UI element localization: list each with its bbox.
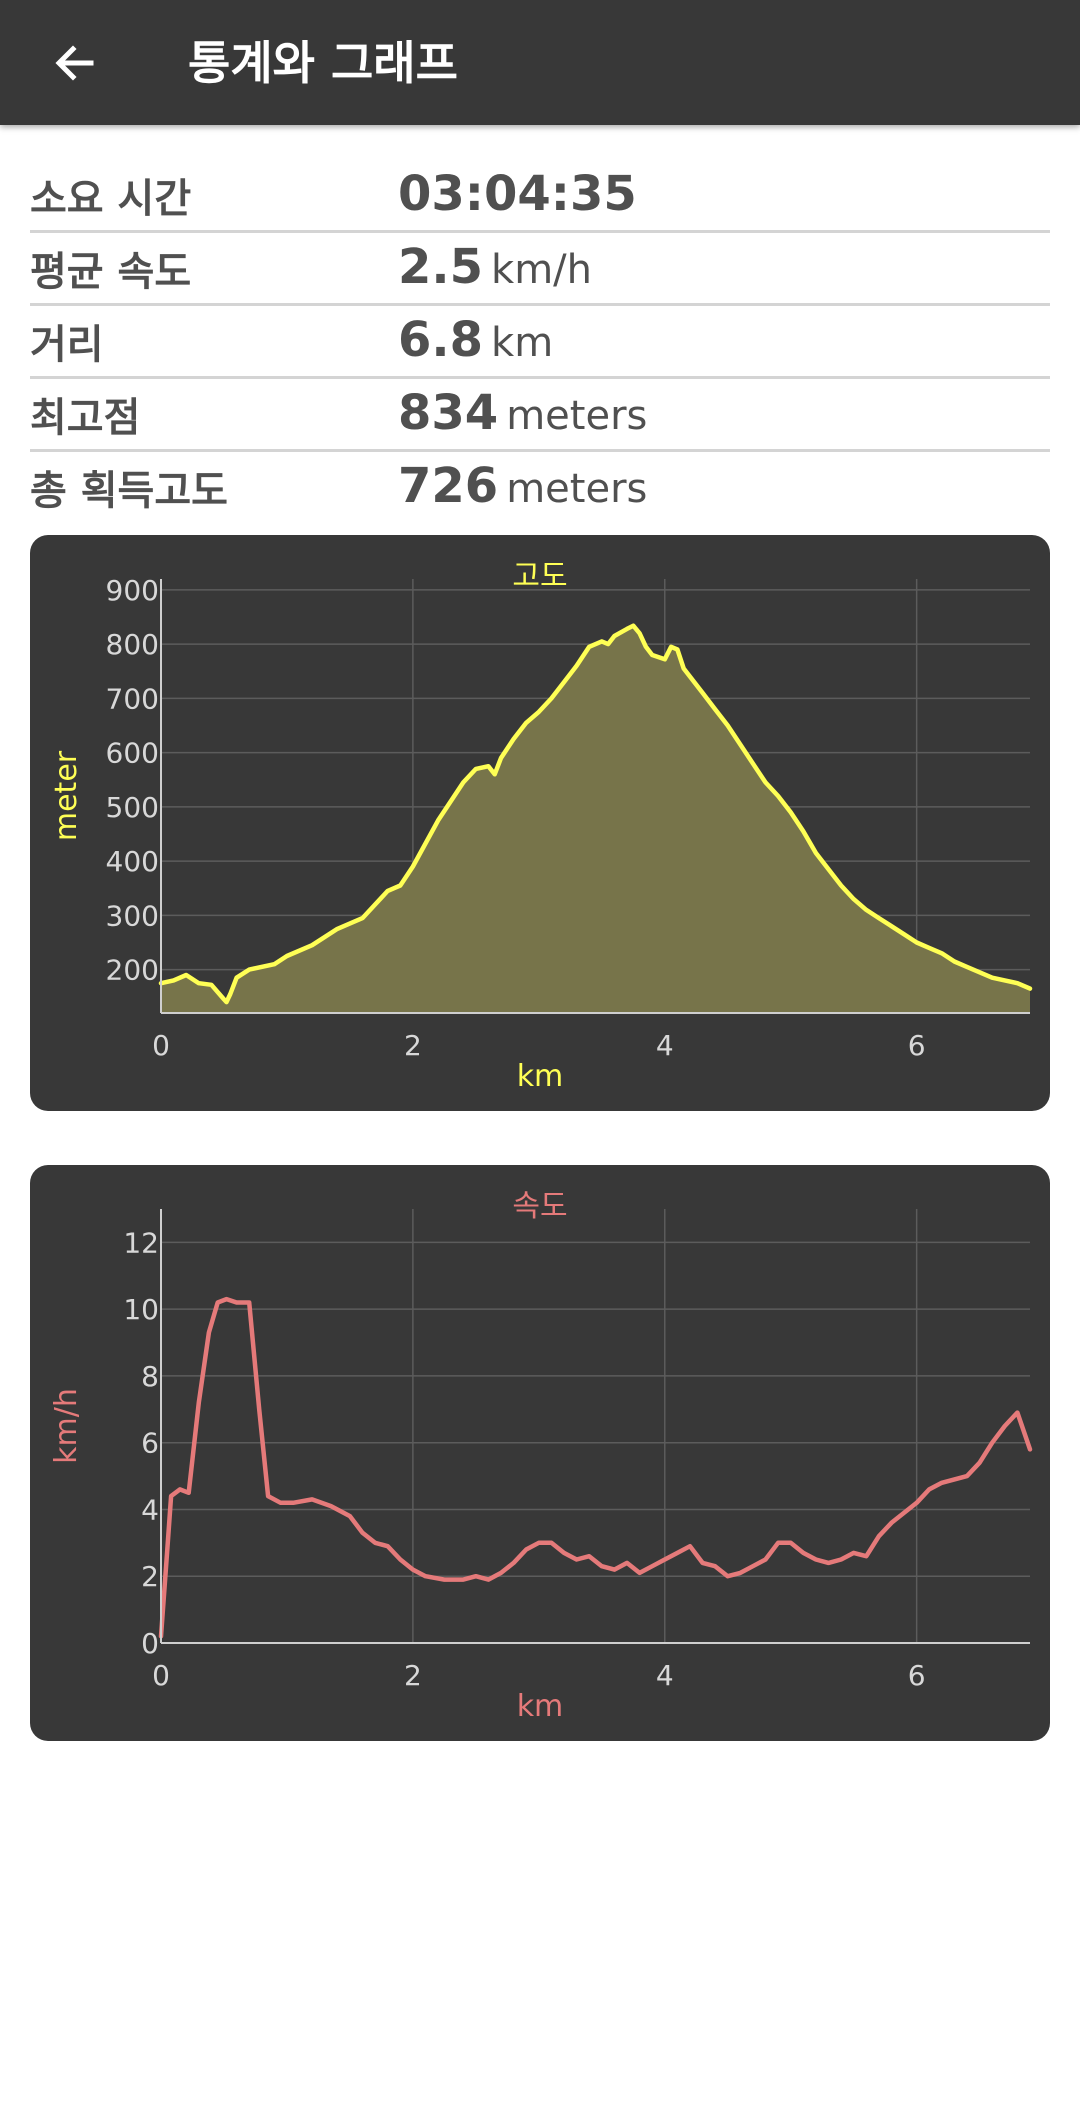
stat-unit: meters <box>506 466 648 512</box>
x-tick-label: 0 <box>152 1029 170 1062</box>
y-tick-label: 700 <box>106 682 159 715</box>
stat-row-elevation-gain: 총 획득고도 726 meters <box>30 452 1050 522</box>
stat-row-duration: 소요 시간 03:04:35 <box>30 160 1050 233</box>
stat-label: 최고점 <box>30 395 141 441</box>
x-tick-label: 6 <box>908 1659 926 1692</box>
x-tick-label: 0 <box>152 1659 170 1692</box>
x-tick-label: 4 <box>656 1659 674 1692</box>
y-tick-label: 10 <box>123 1293 159 1326</box>
stat-value: 834 meters <box>398 385 647 441</box>
y-tick-label: 8 <box>141 1360 159 1393</box>
stat-value: 726 meters <box>398 458 647 514</box>
y-tick-label: 200 <box>106 954 159 987</box>
speed-chart: 0 2 4 6 8 10 12 0 2 4 6 속도 km km/h <box>49 1189 1033 1724</box>
stat-unit: km/h <box>491 247 592 293</box>
series-line <box>158 623 1033 1005</box>
stat-number: 03:04:35 <box>398 166 637 222</box>
stat-unit: meters <box>506 393 648 439</box>
stat-row-distance: 거리 6.8 km <box>30 306 1050 379</box>
y-tick-label: 800 <box>106 628 159 661</box>
x-axis-title: km <box>517 1689 564 1724</box>
stat-label: 소요 시간 <box>30 176 192 222</box>
back-button[interactable] <box>40 30 110 96</box>
speed-chart-card: 0 2 4 6 8 10 12 0 2 4 6 속도 km km/h <box>30 1165 1050 1741</box>
stat-number: 2.5 <box>398 239 484 295</box>
x-tick-label: 4 <box>656 1029 674 1062</box>
app-bar: 통계와 그래프 <box>0 0 1080 125</box>
stat-number: 726 <box>398 458 499 514</box>
stat-label: 총 획득고도 <box>30 468 228 514</box>
stat-number: 834 <box>398 385 499 441</box>
stat-value: 2.5 km/h <box>398 239 592 295</box>
x-tick-label: 2 <box>404 1029 422 1062</box>
series-area <box>161 625 1030 1013</box>
stats-table: 소요 시간 03:04:35 평균 속도 2.5 km/h 거리 6.8 km 최고… <box>30 160 1050 522</box>
stat-row-avg-speed: 평균 속도 2.5 km/h <box>30 233 1050 306</box>
chart-title: 속도 <box>512 1189 567 1224</box>
stat-unit: km <box>491 320 554 366</box>
y-tick-label: 400 <box>106 845 159 878</box>
y-tick-label: 300 <box>106 899 159 932</box>
y-tick-label: 500 <box>106 791 159 824</box>
stat-row-highest-point: 최고점 834 meters <box>30 379 1050 452</box>
y-axis-title: meter <box>49 750 84 841</box>
arrow-left-icon <box>55 45 94 81</box>
stat-value: 6.8 km <box>398 312 553 368</box>
y-tick-label: 2 <box>141 1560 159 1593</box>
y-tick-label: 0 <box>141 1627 159 1660</box>
stat-value: 03:04:35 <box>398 166 637 222</box>
x-tick-label: 2 <box>404 1659 422 1692</box>
x-axis-title: km <box>517 1059 564 1094</box>
y-axis-title: km/h <box>49 1388 84 1464</box>
series-line <box>158 1296 1033 1639</box>
elevation-chart-card: 200 300 400 500 600 700 800 900 0 2 4 6 고도 km meter <box>30 535 1050 1111</box>
y-tick-label: 12 <box>123 1226 159 1259</box>
y-tick-label: 600 <box>106 737 159 770</box>
stat-number: 6.8 <box>398 312 484 368</box>
stat-label: 평균 속도 <box>30 249 192 295</box>
elevation-chart: 200 300 400 500 600 700 800 900 0 2 4 6 고도 km meter <box>49 559 1033 1094</box>
page-title: 통계와 그래프 <box>188 36 458 90</box>
x-tick-label: 6 <box>908 1029 926 1062</box>
y-tick-label: 6 <box>141 1427 159 1460</box>
y-tick-label: 4 <box>141 1493 159 1526</box>
chart-title: 고도 <box>512 559 567 594</box>
y-tick-label: 900 <box>106 574 159 607</box>
stat-label: 거리 <box>30 322 104 368</box>
